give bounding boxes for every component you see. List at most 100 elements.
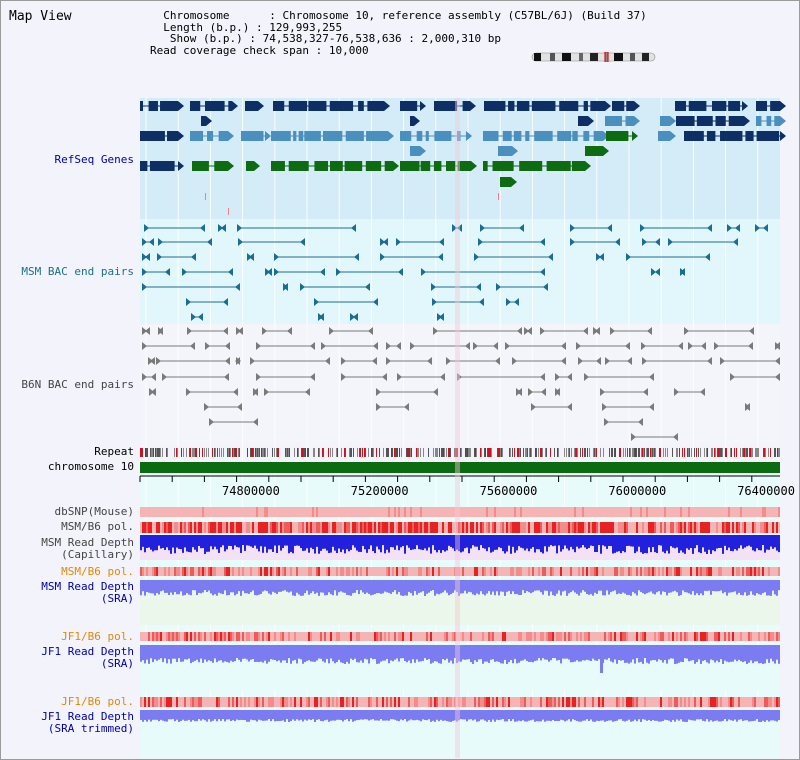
heat-cell [450,632,452,641]
heat-cell [152,522,154,533]
heat-cell [312,632,314,641]
heat-cell [582,697,584,707]
msm-bac-end [506,298,511,306]
depth-bar [288,580,290,593]
label-jf1-b6-pol-1[interactable]: JF1/B6 pol. [61,630,134,643]
depth-bar [370,645,372,659]
label-dbsnp[interactable]: dbSNP(Mouse) [54,505,134,518]
label-b6n-bac[interactable]: B6N BAC end pairs [21,378,134,391]
label-msm-depth-capillary[interactable]: MSM Read Depth (Capillary) [41,536,134,561]
depth-bar [462,710,464,720]
chromosome-ideogram[interactable] [530,52,657,62]
repeat-track[interactable] [140,448,780,457]
depth-bar [262,710,264,721]
heat-cell [482,567,484,576]
depth-bar [754,580,756,596]
heat-cell [522,507,524,517]
depth-bar [660,535,662,546]
repeat-element [202,448,203,457]
refseq-genes[interactable] [140,101,786,215]
label-refseq-genes[interactable]: RefSeq Genes [54,153,134,166]
heat-cell [562,507,564,517]
heat-cell [526,567,528,576]
depth-bar [478,580,480,595]
label-chromosome[interactable]: chromosome 10 [47,460,134,473]
heat-cell [524,522,526,533]
msm-bac-end [182,268,187,276]
depth-bar [192,645,194,662]
depth-bar [668,645,670,660]
repeat-element [305,448,306,457]
depth-bar [674,535,676,549]
heat-cell [200,522,202,533]
heat-cell [532,632,534,641]
heat-cell [368,522,370,533]
repeat-element [527,448,528,457]
depth-bar [626,580,628,595]
heat-cell [210,567,212,576]
heat-cell [224,697,226,707]
heat-cell [602,632,604,641]
heat-cell [698,507,700,517]
depth-bar [566,580,568,596]
depth-bar [684,535,686,554]
depth-bar [408,645,410,661]
heat-cell [692,507,694,517]
depth-bar [140,580,142,596]
heat-cell [248,507,250,517]
depth-bar [366,580,368,593]
heat-cell [522,567,524,576]
label-jf1-depth-trimmed[interactable]: JF1 Read Depth (SRA trimmed) [41,710,134,735]
repeat-element [663,448,664,457]
depth-bar [314,535,316,554]
depth-bar [474,580,476,596]
gene-exon [149,161,175,171]
repeat-element [193,448,194,457]
heat-cell [140,632,142,641]
heat-cell [736,567,738,576]
depth-bar [488,645,490,663]
label-msm-b6-pol-1[interactable]: MSM/B6 pol. [61,520,134,533]
depth-bar [522,535,524,549]
depth-bar [240,580,242,596]
depth-bar [182,645,184,662]
heat-cell [260,632,262,641]
heat-cell [396,522,398,533]
heat-cell [482,697,484,707]
heat-cell [730,507,732,517]
heat-cell [612,632,614,641]
b6n-bac-end-pairs[interactable] [142,327,780,441]
label-msm-b6-pol-2[interactable]: MSM/B6 pol. [61,565,134,578]
label-msm-bac[interactable]: MSM BAC end pairs [21,265,134,278]
heat-cell [256,697,258,707]
depth-bar [194,645,196,661]
depth-bar [716,645,718,661]
heat-cell [484,697,486,707]
label-jf1-depth-sra[interactable]: JF1 Read Depth (SRA) [41,645,134,670]
repeat-element [538,448,539,457]
depth-bar [558,645,560,660]
depth-bar [400,580,402,596]
heat-cell [678,567,680,576]
depth-bar [254,535,256,546]
heat-cell [502,522,504,533]
heat-cell [770,567,772,576]
heat-cell [364,697,366,707]
polymorphism-heat-tracks[interactable] [140,507,780,707]
read-depth-tracks[interactable] [140,535,780,758]
depth-bar [260,710,262,721]
chromosome-bar[interactable] [140,462,780,473]
depth-bar [426,710,428,721]
label-repeat[interactable]: Repeat [94,445,134,458]
repeat-element [620,448,621,457]
label-msm-depth-sra[interactable]: MSM Read Depth (SRA) [41,580,134,605]
heat-cell [470,632,472,641]
heat-cell [598,697,600,707]
label-jf1-b6-pol-2[interactable]: JF1/B6 pol. [61,695,134,708]
heat-cell [220,567,222,576]
msm-bac-end-pairs[interactable] [142,224,768,321]
depth-bar [288,535,290,554]
depth-bar [416,580,418,595]
heat-cell [736,522,738,533]
